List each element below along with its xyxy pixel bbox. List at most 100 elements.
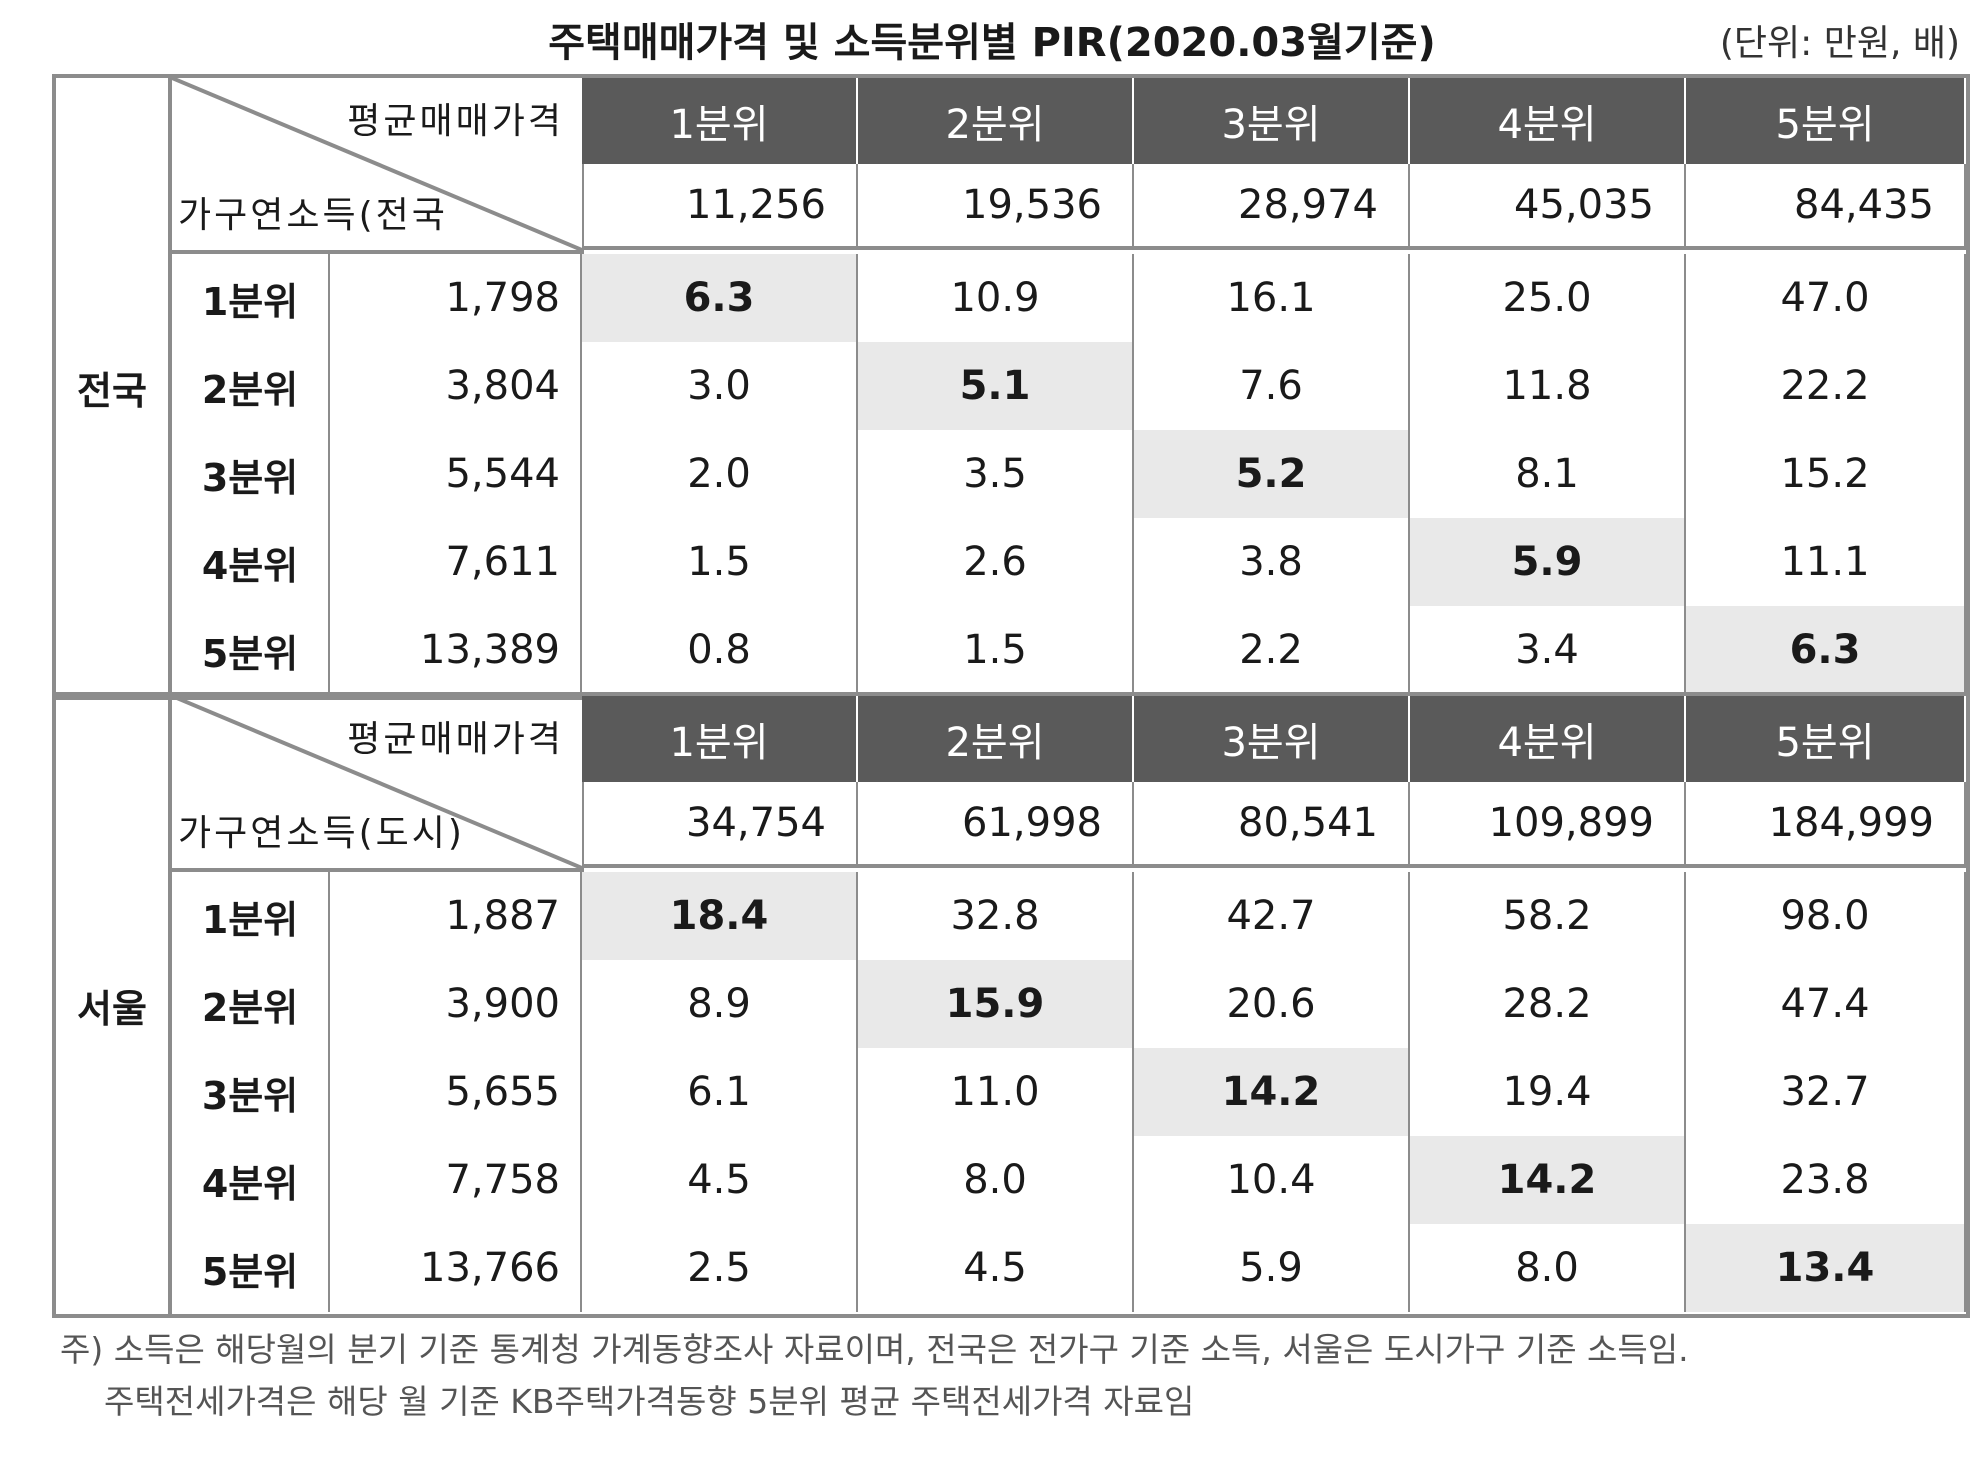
income-quintile-label: 2분위 bbox=[172, 960, 330, 1048]
pir-value-cell: 98.0 bbox=[1686, 872, 1966, 960]
avg-price-cell: 19,536 bbox=[858, 164, 1134, 250]
pir-value-cell: 3.5 bbox=[858, 430, 1134, 518]
pir-value-cell: 10.4 bbox=[1134, 1136, 1410, 1224]
pir-value-cell: 28.2 bbox=[1410, 960, 1686, 1048]
avg-price-cell: 84,435 bbox=[1686, 164, 1966, 250]
avg-price-cell: 11,256 bbox=[582, 164, 858, 250]
pir-value-cell: 58.2 bbox=[1410, 872, 1686, 960]
quintile-header: 5분위 bbox=[1686, 78, 1966, 164]
pir-value-cell: 2.5 bbox=[582, 1224, 858, 1312]
region-label: 서울 bbox=[56, 696, 172, 1314]
household-income-label: 가구연소득(전국 bbox=[178, 195, 448, 236]
quintile-header: 1분위 bbox=[582, 696, 858, 782]
avg-price-label: 평균매매가격 bbox=[347, 101, 564, 142]
pir-value-cell: 8.9 bbox=[582, 960, 858, 1048]
pir-value-cell: 32.8 bbox=[858, 872, 1134, 960]
pir-value-cell: 25.0 bbox=[1410, 254, 1686, 342]
pir-value-cell: 47.4 bbox=[1686, 960, 1966, 1048]
footnote-2: 주택전세가격은 해당 월 기준 KB주택가격동향 5분위 평균 주택전세가격 자… bbox=[104, 1382, 1195, 1421]
income-quintile-label: 5분위 bbox=[172, 606, 330, 694]
pir-value-cell: 10.9 bbox=[858, 254, 1134, 342]
pir-value-cell: 11.1 bbox=[1686, 518, 1966, 606]
avg-price-cell: 80,541 bbox=[1134, 782, 1410, 868]
avg-price-cell: 61,998 bbox=[858, 782, 1134, 868]
pir-value-cell: 4.5 bbox=[858, 1224, 1134, 1312]
pir-value-cell: 20.6 bbox=[1134, 960, 1410, 1048]
quintile-header: 5분위 bbox=[1686, 696, 1966, 782]
household-income-cell: 5,544 bbox=[330, 430, 582, 518]
household-income-cell: 1,798 bbox=[330, 254, 582, 342]
household-income-cell: 3,900 bbox=[330, 960, 582, 1048]
avg-price-cell: 45,035 bbox=[1410, 164, 1686, 250]
household-income-cell: 13,389 bbox=[330, 606, 582, 694]
quintile-header: 3분위 bbox=[1134, 78, 1410, 164]
pir-value-cell: 8.1 bbox=[1410, 430, 1686, 518]
pir-value-cell: 2.6 bbox=[858, 518, 1134, 606]
income-quintile-label: 1분위 bbox=[172, 872, 330, 960]
pir-value-cell: 8.0 bbox=[858, 1136, 1134, 1224]
pir-value-cell: 5.9 bbox=[1134, 1224, 1410, 1312]
pir-value-cell: 16.1 bbox=[1134, 254, 1410, 342]
income-quintile-label: 5분위 bbox=[172, 1224, 330, 1312]
pir-value-cell: 0.8 bbox=[582, 606, 858, 694]
income-quintile-label: 2분위 bbox=[172, 342, 330, 430]
pir-value-cell: 2.0 bbox=[582, 430, 858, 518]
pir-value-cell: 15.9 bbox=[858, 960, 1134, 1048]
income-quintile-label: 4분위 bbox=[172, 518, 330, 606]
pir-value-cell: 5.2 bbox=[1134, 430, 1410, 518]
pir-value-cell: 42.7 bbox=[1134, 872, 1410, 960]
region-label: 전국 bbox=[56, 78, 172, 696]
household-income-cell: 3,804 bbox=[330, 342, 582, 430]
pir-value-cell: 47.0 bbox=[1686, 254, 1966, 342]
avg-price-cell: 184,999 bbox=[1686, 782, 1966, 868]
pir-value-cell: 5.9 bbox=[1410, 518, 1686, 606]
household-income-label: 가구연소득(도시) bbox=[178, 813, 465, 854]
section-seoul: 서울 평균매매가격 가구연소득(도시) 1분위 34,754 2분위 61,998 3분위 80… bbox=[52, 692, 1970, 1318]
pir-value-cell: 1.5 bbox=[582, 518, 858, 606]
section-national: 전국 평균매매가격 가구연소득(전국 1분위 11,256 2분위 19,536 3분위 28,… bbox=[52, 74, 1970, 700]
unit-label: (단위: 만원, 배) bbox=[1719, 23, 1960, 64]
pir-value-cell: 6.3 bbox=[582, 254, 858, 342]
household-income-cell: 13,766 bbox=[330, 1224, 582, 1312]
avg-price-cell: 109,899 bbox=[1410, 782, 1686, 868]
pir-value-cell: 3.8 bbox=[1134, 518, 1410, 606]
pir-value-cell: 22.2 bbox=[1686, 342, 1966, 430]
household-income-cell: 5,655 bbox=[330, 1048, 582, 1136]
pir-value-cell: 2.2 bbox=[1134, 606, 1410, 694]
pir-value-cell: 4.5 bbox=[582, 1136, 858, 1224]
table-title: 주택매매가격 및 소득분위별 PIR(2020.03월기준) bbox=[548, 20, 1436, 66]
pir-value-cell: 18.4 bbox=[582, 872, 858, 960]
quintile-header: 4분위 bbox=[1410, 696, 1686, 782]
income-quintile-label: 3분위 bbox=[172, 430, 330, 518]
pir-value-cell: 3.4 bbox=[1410, 606, 1686, 694]
pir-value-cell: 14.2 bbox=[1410, 1136, 1686, 1224]
household-income-cell: 7,758 bbox=[330, 1136, 582, 1224]
pir-value-cell: 1.5 bbox=[858, 606, 1134, 694]
pir-value-cell: 13.4 bbox=[1686, 1224, 1966, 1312]
pir-value-cell: 19.4 bbox=[1410, 1048, 1686, 1136]
avg-price-label: 평균매매가격 bbox=[347, 719, 564, 760]
income-quintile-label: 1분위 bbox=[172, 254, 330, 342]
pir-value-cell: 11.0 bbox=[858, 1048, 1134, 1136]
pir-value-cell: 5.1 bbox=[858, 342, 1134, 430]
pir-value-cell: 15.2 bbox=[1686, 430, 1966, 518]
pir-value-cell: 23.8 bbox=[1686, 1136, 1966, 1224]
pir-value-cell: 7.6 bbox=[1134, 342, 1410, 430]
pir-value-cell: 14.2 bbox=[1134, 1048, 1410, 1136]
quintile-header: 2분위 bbox=[858, 696, 1134, 782]
avg-price-cell: 28,974 bbox=[1134, 164, 1410, 250]
household-income-cell: 1,887 bbox=[330, 872, 582, 960]
pir-value-cell: 11.8 bbox=[1410, 342, 1686, 430]
quintile-header: 4분위 bbox=[1410, 78, 1686, 164]
pir-value-cell: 8.0 bbox=[1410, 1224, 1686, 1312]
pir-value-cell: 6.3 bbox=[1686, 606, 1966, 694]
quintile-header: 1분위 bbox=[582, 78, 858, 164]
income-quintile-label: 4분위 bbox=[172, 1136, 330, 1224]
avg-price-cell: 34,754 bbox=[582, 782, 858, 868]
pir-value-cell: 32.7 bbox=[1686, 1048, 1966, 1136]
income-quintile-label: 3분위 bbox=[172, 1048, 330, 1136]
footnote-1: 주) 소득은 해당월의 분기 기준 통계청 가계동향조사 자료이며, 전국은 전… bbox=[60, 1330, 1689, 1369]
quintile-header: 2분위 bbox=[858, 78, 1134, 164]
